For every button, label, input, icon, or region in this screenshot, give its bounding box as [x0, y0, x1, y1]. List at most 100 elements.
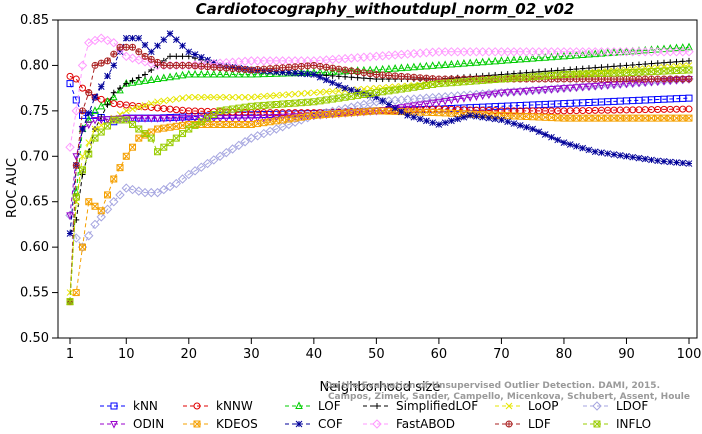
data-point-odin — [228, 115, 237, 123]
plot-area — [65, 30, 694, 306]
data-point-odin — [428, 99, 437, 108]
data-point-inflo — [616, 69, 624, 77]
y-tick-label: 0.70 — [20, 149, 49, 164]
data-point-lof — [97, 101, 106, 110]
data-point-inflo — [229, 105, 237, 113]
data-point-ldof — [240, 137, 250, 147]
legend-item-odin: ODIN — [100, 417, 164, 431]
data-point-odin — [109, 115, 118, 124]
data-point-lof — [128, 78, 137, 86]
data-point-cof — [448, 117, 455, 125]
data-point-ldf — [166, 61, 174, 69]
data-point-odin — [216, 115, 224, 123]
data-point-loop — [335, 87, 343, 95]
y-tick-label: 0.80 — [20, 58, 49, 73]
data-point-lof — [535, 53, 543, 62]
data-point-cof — [91, 93, 99, 101]
data-point-loop — [129, 105, 136, 113]
data-point-cof — [485, 114, 493, 122]
data-point-ldf — [635, 75, 643, 83]
data-point-ldf — [241, 66, 249, 74]
legend-item-knnw: kNNW — [183, 399, 253, 413]
data-point-cof — [604, 150, 612, 157]
data-point-inflo — [147, 134, 155, 142]
data-point-cof — [635, 154, 643, 162]
data-point-kdeos — [72, 289, 80, 297]
legend-marker-inflo — [593, 420, 601, 428]
data-point-ldf — [104, 57, 112, 65]
legend-label-fastabod: FastABOD — [396, 417, 455, 431]
data-point-inflo — [404, 84, 412, 92]
data-point-loop — [279, 91, 286, 99]
data-point-fastabod — [646, 47, 657, 57]
data-point-kdeos — [135, 134, 143, 142]
data-point-ldf — [329, 64, 337, 72]
data-point-fastabod — [659, 47, 669, 57]
data-point-ldf — [404, 73, 412, 81]
y-tick-label: 0.60 — [20, 240, 49, 255]
data-point-loop — [222, 93, 230, 101]
data-point-cof — [616, 152, 624, 159]
data-point-lof — [516, 54, 524, 63]
data-point-cof — [316, 73, 324, 81]
data-point-odin — [441, 97, 449, 106]
data-point-ldof — [84, 231, 94, 241]
data-point-knnw — [72, 75, 80, 83]
data-point-loop — [172, 95, 180, 103]
data-point-lof — [153, 74, 162, 83]
data-point-ldf — [116, 43, 124, 51]
data-point-cof — [322, 76, 330, 84]
legend-label-lof: LOF — [318, 399, 341, 413]
data-point-simplifiedlof — [342, 73, 349, 80]
data-point-ldf — [235, 65, 243, 73]
legend-item-loop: LoOP — [495, 399, 559, 413]
data-point-loop — [147, 100, 155, 107]
data-point-cof — [335, 82, 343, 89]
data-point-odin — [97, 116, 106, 125]
data-point-cof — [172, 36, 180, 44]
data-point-lof — [485, 57, 493, 65]
data-point-lof — [541, 53, 550, 61]
data-point-loop — [329, 87, 336, 95]
data-point-simplifiedlof — [686, 57, 692, 64]
data-point-odin — [147, 115, 156, 123]
data-point-lof — [672, 43, 681, 52]
data-point-cof — [566, 141, 574, 148]
data-point-inflo — [191, 121, 199, 129]
data-point-ldf — [391, 72, 399, 80]
data-point-odin — [422, 100, 431, 109]
data-point-loop — [304, 89, 311, 97]
legend-label-odin: ODIN — [133, 417, 164, 431]
data-point-cof — [535, 128, 543, 136]
data-point-lof — [109, 92, 118, 101]
data-point-lof — [447, 59, 456, 68]
data-point-kdeos — [647, 114, 655, 122]
data-point-ldf — [604, 75, 612, 83]
data-point-fastabod — [459, 47, 469, 57]
data-point-odin — [159, 115, 168, 123]
data-point-ldf — [254, 66, 262, 74]
data-point-lof — [378, 64, 387, 73]
data-point-odin — [91, 116, 99, 125]
data-point-cof — [291, 69, 299, 77]
data-point-fastabod — [584, 47, 594, 57]
data-point-ldof — [215, 151, 225, 161]
data-point-ldof — [196, 162, 207, 172]
data-point-simplifiedlof — [654, 60, 661, 67]
data-point-ldof — [159, 184, 169, 195]
legend-marker-kdeos — [193, 420, 201, 428]
data-point-odin — [403, 103, 412, 111]
data-point-ldf — [672, 75, 680, 83]
data-point-fastabod — [628, 47, 638, 57]
data-point-fastabod — [102, 35, 113, 46]
legend-marker-cof — [295, 420, 303, 428]
series-line-kdeos — [69, 110, 689, 302]
data-point-kdeos — [147, 128, 155, 136]
data-point-ldof — [134, 186, 144, 196]
legend-marker-loop — [505, 402, 513, 410]
data-point-lof — [491, 56, 499, 65]
data-point-simplifiedlof — [635, 61, 642, 68]
data-point-odin — [247, 115, 256, 123]
data-point-odin — [535, 86, 543, 95]
